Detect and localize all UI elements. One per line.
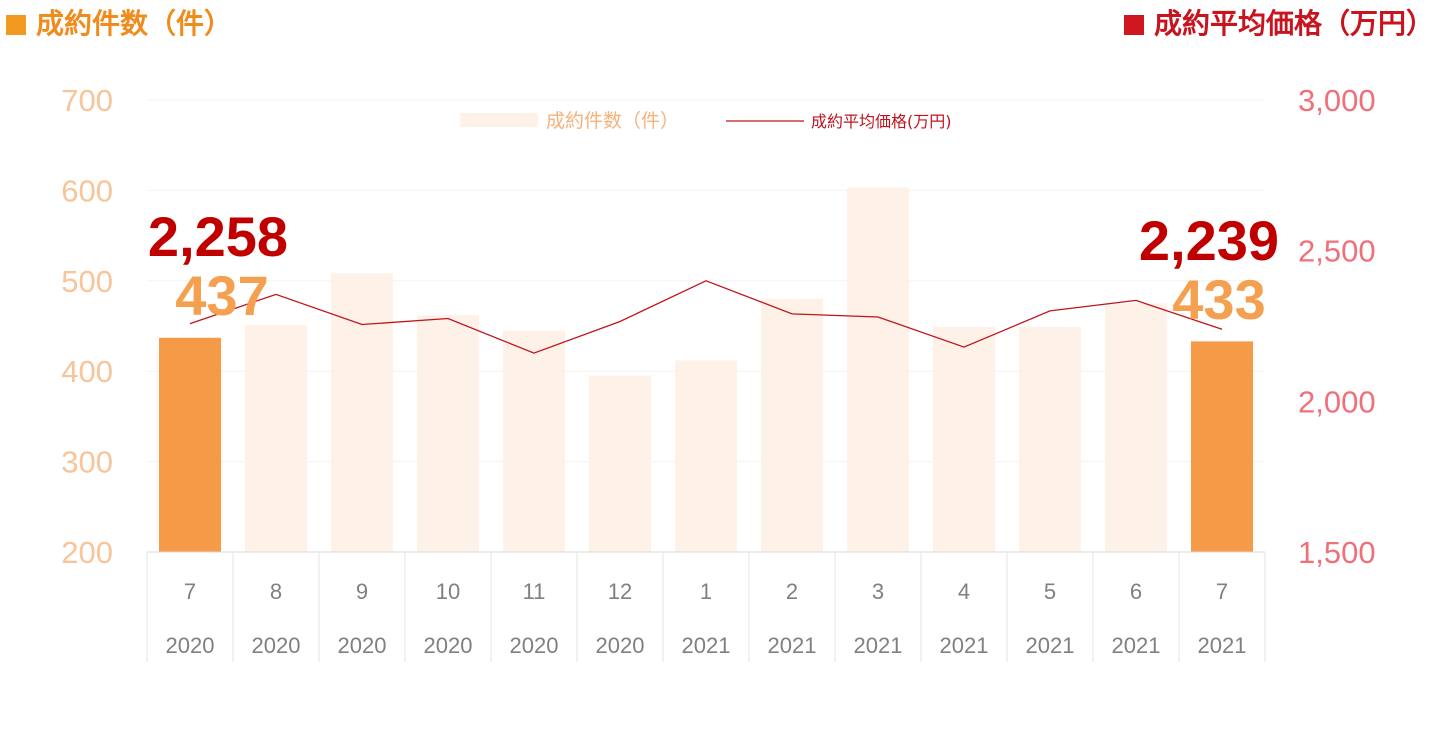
bar: [589, 375, 651, 552]
x-tick-year: 2021: [682, 633, 731, 658]
x-tick-month: 1: [700, 579, 712, 604]
x-tick-month: 11: [523, 579, 546, 604]
bar: [933, 326, 995, 552]
price-square-icon: [1123, 15, 1144, 35]
x-tick-month: 2: [786, 579, 798, 604]
x-tick-year: 2021: [1026, 633, 1075, 658]
left-axis-header-text: 成約件数（件）: [36, 7, 233, 40]
bar: [847, 187, 909, 553]
right-axis-tick-label: 1,500: [1298, 535, 1376, 570]
bar: [1105, 303, 1167, 552]
x-tick-year: 2021: [940, 633, 989, 658]
annotation-last-price: 2,239: [1139, 209, 1279, 272]
x-tick-year: 2020: [338, 633, 387, 658]
x-tick-year: 2021: [854, 633, 903, 658]
left-axis-tick-label: 300: [61, 445, 113, 480]
bar: [761, 298, 823, 552]
left-axis-tick-label: 700: [61, 83, 113, 118]
bar: [245, 325, 307, 552]
left-axis-header: 成約件数（件）: [6, 4, 232, 44]
right-axis-tick-label: 2,500: [1298, 234, 1376, 269]
right-axis-header-text: 成約平均価格（万円）: [1153, 7, 1434, 40]
x-tick-month: 5: [1044, 579, 1056, 604]
right-axis-header: 成約平均価格（万円）: [1123, 4, 1434, 44]
x-tick-month: 7: [184, 579, 196, 604]
left-axis-tick-label: 200: [61, 535, 113, 570]
legend-bar-swatch: [460, 113, 538, 127]
bar-highlight: [159, 337, 221, 552]
left-axis-tick-label: 600: [61, 173, 113, 208]
left-axis-tick-label: 400: [61, 354, 113, 389]
bar: [675, 360, 737, 552]
bar: [417, 315, 479, 552]
x-tick-year: 2020: [510, 633, 559, 658]
annotation-first-price: 2,258: [148, 205, 288, 268]
bar: [503, 330, 565, 552]
x-tick-month: 8: [270, 579, 282, 604]
bar: [1019, 326, 1081, 552]
x-tick-month: 4: [958, 579, 970, 604]
x-tick-month: 3: [872, 579, 884, 604]
annotation-first-count: 437: [175, 264, 268, 327]
count-square-icon: [6, 15, 26, 35]
x-tick-month: 10: [436, 579, 460, 604]
x-tick-year: 2021: [1112, 633, 1161, 658]
annotation-last-count: 433: [1172, 268, 1265, 331]
bar: [331, 273, 393, 552]
legend-line-label: 成約平均価格(万円): [811, 112, 952, 131]
x-tick-month: 12: [608, 579, 632, 604]
x-tick-year: 2020: [424, 633, 473, 658]
left-axis-tick-label: 500: [61, 264, 113, 299]
x-tick-year: 2021: [768, 633, 817, 658]
x-tick-year: 2020: [166, 633, 215, 658]
x-tick-year: 2020: [252, 633, 301, 658]
bar-highlight: [1191, 341, 1253, 552]
x-tick-year: 2020: [596, 633, 645, 658]
x-tick-month: 9: [356, 579, 368, 604]
right-axis-tick-label: 3,000: [1298, 83, 1376, 118]
price-line: [189, 280, 1223, 354]
x-tick-month: 7: [1216, 579, 1228, 604]
x-tick-year: 2021: [1198, 633, 1247, 658]
legend-bar-label: 成約件数（件）: [546, 110, 679, 132]
x-tick-month: 6: [1130, 579, 1142, 604]
right-axis-tick-label: 2,000: [1298, 384, 1376, 419]
